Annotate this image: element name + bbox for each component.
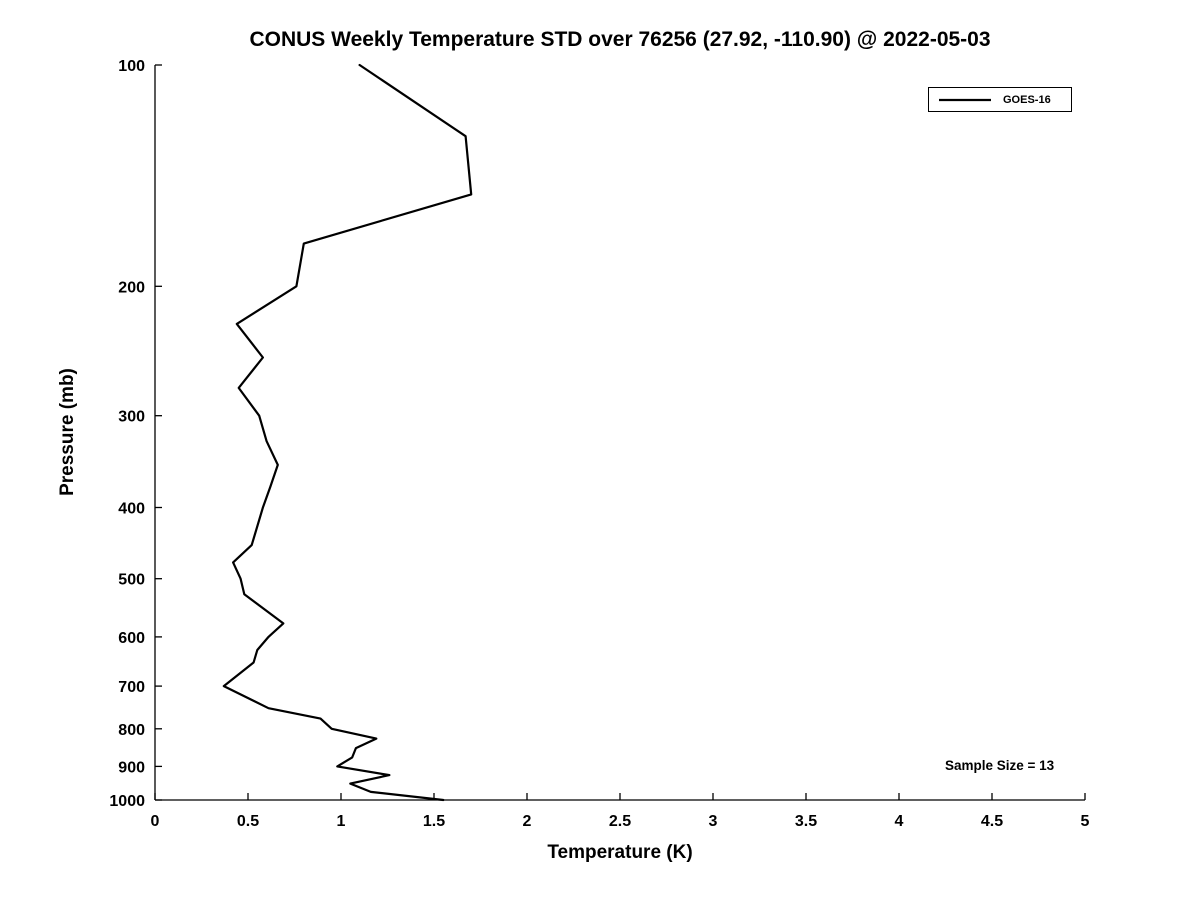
- svg-text:100: 100: [118, 58, 145, 75]
- y-axis-label: Pressure (mb): [57, 368, 78, 496]
- svg-text:800: 800: [118, 722, 145, 739]
- legend-line-sample: [939, 98, 991, 101]
- svg-text:200: 200: [118, 279, 145, 296]
- svg-text:4.5: 4.5: [981, 813, 1003, 830]
- svg-text:5: 5: [1081, 813, 1090, 830]
- svg-text:700: 700: [118, 679, 145, 696]
- svg-text:2.5: 2.5: [609, 813, 631, 830]
- legend: GOES-16: [928, 87, 1072, 112]
- x-axis-label: Temperature (K): [547, 842, 693, 863]
- svg-text:3.5: 3.5: [795, 813, 817, 830]
- svg-text:1000: 1000: [109, 793, 145, 810]
- svg-text:1.5: 1.5: [423, 813, 445, 830]
- svg-text:400: 400: [118, 501, 145, 518]
- svg-text:300: 300: [118, 409, 145, 426]
- legend-label: GOES-16: [1003, 93, 1051, 106]
- svg-text:0: 0: [151, 813, 160, 830]
- svg-text:500: 500: [118, 572, 145, 589]
- svg-text:0.5: 0.5: [237, 813, 259, 830]
- sample-size-annotation: Sample Size = 13: [945, 758, 1055, 773]
- svg-text:2: 2: [523, 813, 532, 830]
- svg-text:3: 3: [709, 813, 718, 830]
- svg-text:4: 4: [895, 813, 904, 830]
- chart-title: CONUS Weekly Temperature STD over 76256 …: [249, 28, 991, 51]
- svg-text:600: 600: [118, 630, 145, 647]
- svg-text:1: 1: [337, 813, 346, 830]
- svg-text:900: 900: [118, 759, 145, 776]
